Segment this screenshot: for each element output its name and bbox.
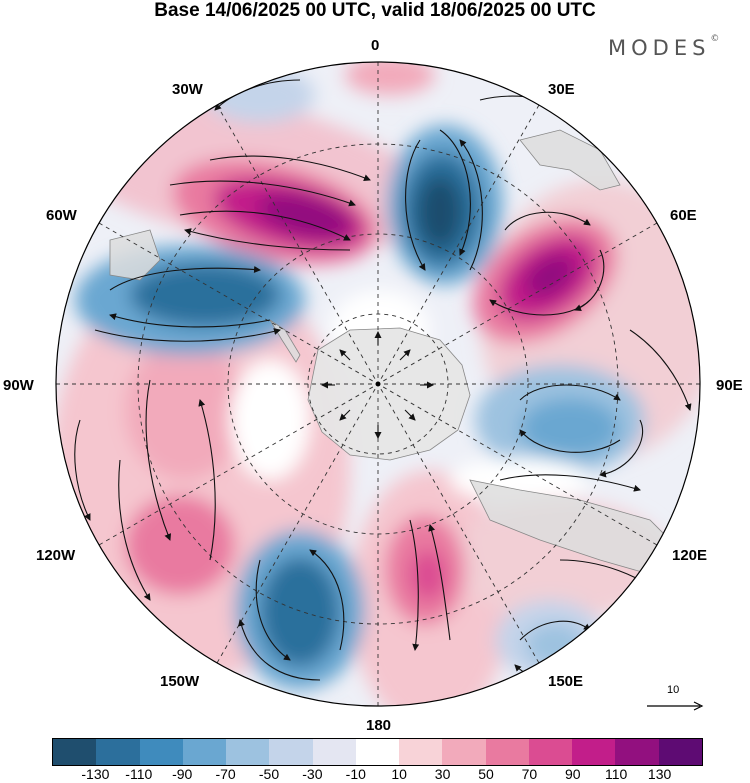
colorbar-tick-label: -70 [215, 766, 236, 782]
reference-vector-label: 10 [667, 684, 680, 696]
lon-label-120w: 120W [36, 547, 76, 564]
anomaly-field [56, 62, 700, 706]
lon-label-150e: 150E [548, 673, 584, 690]
colorbar-swatch [572, 739, 616, 765]
reference-arrow-icon [647, 701, 704, 711]
south-pole-marker [375, 381, 381, 387]
colorbar-swatch [399, 739, 443, 765]
lon-label-120e: 120E [672, 547, 708, 564]
reference-vector: 10 [645, 684, 705, 714]
colorbar-tick-label: 10 [391, 766, 407, 782]
map-boundary [55, 61, 701, 707]
copyright-mark: © [710, 34, 720, 44]
colorbar-tick-label: -10 [345, 766, 366, 782]
map-title: Base 14/06/2025 00 UTC, valid 18/06/2025… [154, 0, 596, 21]
colorbar-tick-label: 50 [478, 766, 494, 782]
lon-label-150w: 150W [160, 673, 200, 690]
colorbar-swatch [312, 739, 356, 765]
colorbar-swatch [53, 739, 97, 765]
lon-label-90w: 90W [3, 377, 34, 394]
colorbar-tick-label: 130 [647, 766, 672, 782]
colorbar-swatch [528, 739, 573, 765]
colorbar-tick-label: -30 [302, 766, 323, 782]
land-masses [109, 129, 691, 581]
colorbar-swatch [269, 739, 313, 765]
colorbar-swatch [658, 739, 702, 765]
lon-label-60e: 60E [670, 207, 697, 224]
colorbar-swatch [442, 739, 486, 765]
lon-label-60w: 60W [46, 207, 77, 224]
lon-label-180: 180 [366, 717, 392, 734]
colorbar [52, 738, 703, 766]
colorbar-tick-label: 90 [565, 766, 581, 782]
colorbar-swatch [615, 739, 659, 765]
brand-text: MODES [608, 36, 711, 60]
colorbar-tick-label: -90 [172, 766, 193, 782]
colorbar-tick-label: -130 [81, 766, 110, 782]
colorbar-swatch [96, 739, 140, 765]
colorbar-swatch [139, 739, 183, 765]
colorbar-swatch [182, 739, 227, 765]
lon-label-90e: 90E [716, 377, 743, 394]
colorbar-tick-label: 110 [605, 766, 628, 782]
lon-label-30w: 30W [172, 81, 203, 98]
colorbar-tick-label: 30 [434, 766, 451, 782]
colorbar-tick-label: -110 [125, 766, 153, 782]
colorbar-tick-label: 70 [521, 766, 538, 782]
streamlines [74, 79, 692, 685]
colorbar-swatch [355, 739, 400, 765]
colorbar-swatch [485, 739, 529, 765]
lon-label-0: 0 [371, 37, 380, 54]
colorbar-labels: -130 -110 -90 -70 -50 -30 -10 10 30 50 70 90 110 130 [0, 766, 750, 783]
colorbar-tick-label: -50 [258, 766, 280, 782]
brand-logo: MODES© [608, 34, 720, 60]
lon-label-30e: 30E [548, 81, 575, 98]
colorbar-swatch [226, 739, 270, 765]
